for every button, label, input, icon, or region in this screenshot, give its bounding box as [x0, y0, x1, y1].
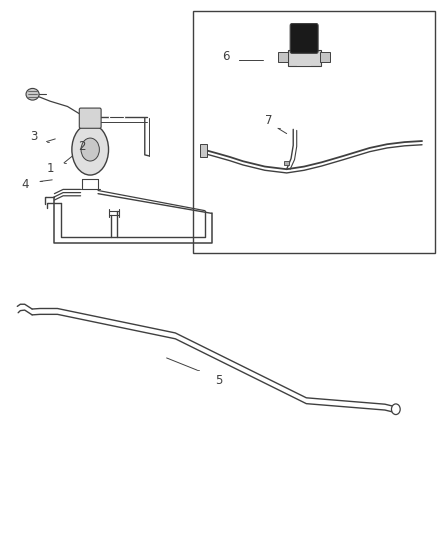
Bar — [200, 144, 207, 157]
Text: 4: 4 — [21, 177, 28, 191]
Ellipse shape — [26, 88, 39, 100]
Bar — [297, 50, 311, 66]
Bar — [278, 52, 288, 62]
Ellipse shape — [81, 138, 99, 161]
FancyBboxPatch shape — [290, 23, 318, 53]
FancyBboxPatch shape — [79, 108, 101, 128]
Text: 5: 5 — [215, 374, 223, 387]
Text: 7: 7 — [265, 114, 273, 127]
Bar — [193, 11, 435, 253]
Text: 6: 6 — [222, 50, 230, 63]
Bar — [284, 161, 289, 165]
Circle shape — [392, 404, 400, 415]
Text: 2: 2 — [78, 140, 85, 154]
Text: 1: 1 — [47, 161, 55, 175]
Bar — [320, 52, 330, 62]
Text: 3: 3 — [30, 130, 37, 143]
Bar — [288, 50, 321, 66]
Ellipse shape — [72, 124, 109, 175]
